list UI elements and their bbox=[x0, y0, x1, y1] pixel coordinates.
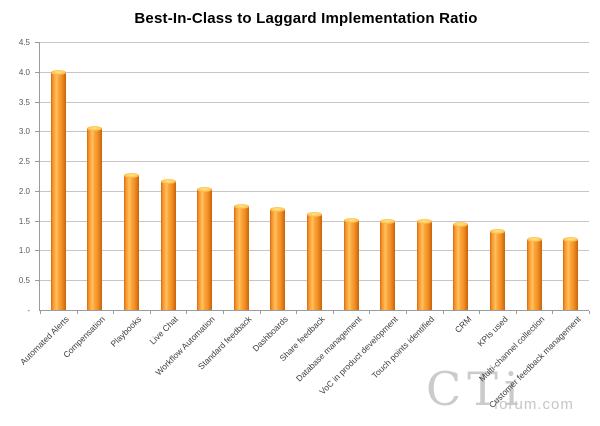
bar-cap bbox=[270, 206, 286, 212]
x-axis-tick bbox=[332, 311, 334, 314]
bar bbox=[270, 206, 286, 310]
y-axis-label: 1.5 bbox=[18, 216, 30, 226]
bar bbox=[233, 204, 249, 310]
bar bbox=[453, 221, 469, 310]
chart-title: Best-In-Class to Laggard Implementation … bbox=[134, 10, 478, 27]
x-axis-tick bbox=[113, 311, 115, 314]
y-axis-tick bbox=[35, 280, 40, 282]
bar-cap bbox=[563, 236, 579, 242]
y-axis-tick bbox=[35, 220, 40, 222]
bar-cap bbox=[380, 218, 396, 224]
bar bbox=[87, 126, 103, 310]
y-axis-label: 4.0 bbox=[18, 67, 30, 77]
bar bbox=[416, 219, 432, 310]
x-axis-tick bbox=[259, 311, 261, 314]
bar bbox=[197, 186, 213, 310]
x-axis-label: Playbooks bbox=[108, 314, 144, 349]
bar bbox=[307, 211, 322, 310]
bar-cap bbox=[124, 172, 139, 178]
x-axis-tick bbox=[223, 311, 224, 314]
y-axis-tick bbox=[35, 190, 40, 192]
x-axis-tick bbox=[442, 311, 444, 314]
bar-cap bbox=[526, 236, 542, 242]
y-axis-label: 1.0 bbox=[18, 246, 30, 256]
y-axis-label: - bbox=[27, 306, 30, 315]
bar bbox=[490, 228, 505, 310]
x-axis-label: Live Chat bbox=[147, 314, 181, 347]
y-axis-tick bbox=[35, 161, 40, 163]
x-axis-label: CRM bbox=[452, 314, 473, 335]
x-axis-label: Automated Alerts bbox=[17, 314, 71, 367]
bar-cap bbox=[416, 219, 432, 225]
x-axis-tick bbox=[369, 311, 371, 314]
y-axis-tick bbox=[35, 42, 40, 43]
x-axis-tick bbox=[479, 311, 481, 314]
x-axis-label: KPIs used bbox=[475, 314, 510, 349]
x-axis-tick bbox=[149, 311, 151, 314]
y-axis-tick bbox=[35, 71, 40, 73]
bar-cap bbox=[50, 69, 66, 75]
y-axis-label: 2.5 bbox=[18, 157, 30, 167]
y-axis-label: 3.5 bbox=[18, 97, 30, 107]
bar-cap bbox=[490, 228, 505, 234]
gridline bbox=[40, 42, 589, 43]
y-axis-label: 0.5 bbox=[18, 276, 30, 286]
bar bbox=[124, 172, 139, 310]
bar bbox=[526, 236, 542, 310]
y-axis-label: 2.0 bbox=[18, 186, 30, 196]
gridline bbox=[40, 161, 589, 163]
bar bbox=[343, 218, 359, 310]
gridline bbox=[40, 131, 589, 133]
x-axis-tick bbox=[589, 311, 590, 314]
bar bbox=[563, 236, 579, 310]
x-axis-tick bbox=[296, 311, 298, 314]
bar-cap bbox=[233, 204, 249, 210]
bar-cap bbox=[453, 221, 469, 227]
y-axis-label: 4.5 bbox=[18, 38, 30, 47]
bar-cap bbox=[160, 179, 176, 185]
x-axis-tick bbox=[406, 311, 407, 314]
gridline bbox=[40, 71, 589, 73]
bar bbox=[50, 69, 66, 310]
watermark-logo: CTi bbox=[426, 362, 525, 416]
bar-cap bbox=[343, 218, 359, 224]
bar-cap bbox=[197, 186, 213, 192]
bar bbox=[160, 179, 176, 310]
x-axis-label: Database management bbox=[293, 314, 364, 384]
y-axis-tick bbox=[35, 101, 40, 103]
bar-cap bbox=[87, 126, 103, 132]
gridline bbox=[40, 101, 589, 103]
bar bbox=[380, 218, 396, 310]
y-axis-tick bbox=[35, 131, 40, 133]
x-axis-tick bbox=[76, 311, 78, 314]
y-axis-tick bbox=[35, 250, 40, 252]
gridline bbox=[40, 190, 589, 192]
x-axis-tick bbox=[515, 311, 517, 314]
plot-area bbox=[35, 42, 590, 314]
x-axis-tick bbox=[186, 311, 188, 314]
y-axis-label: 3.0 bbox=[18, 127, 30, 137]
x-axis-tick bbox=[40, 311, 41, 314]
x-axis-tick bbox=[552, 311, 554, 314]
bar-cap bbox=[307, 211, 322, 217]
watermark-site-text: forum.com bbox=[494, 396, 574, 413]
